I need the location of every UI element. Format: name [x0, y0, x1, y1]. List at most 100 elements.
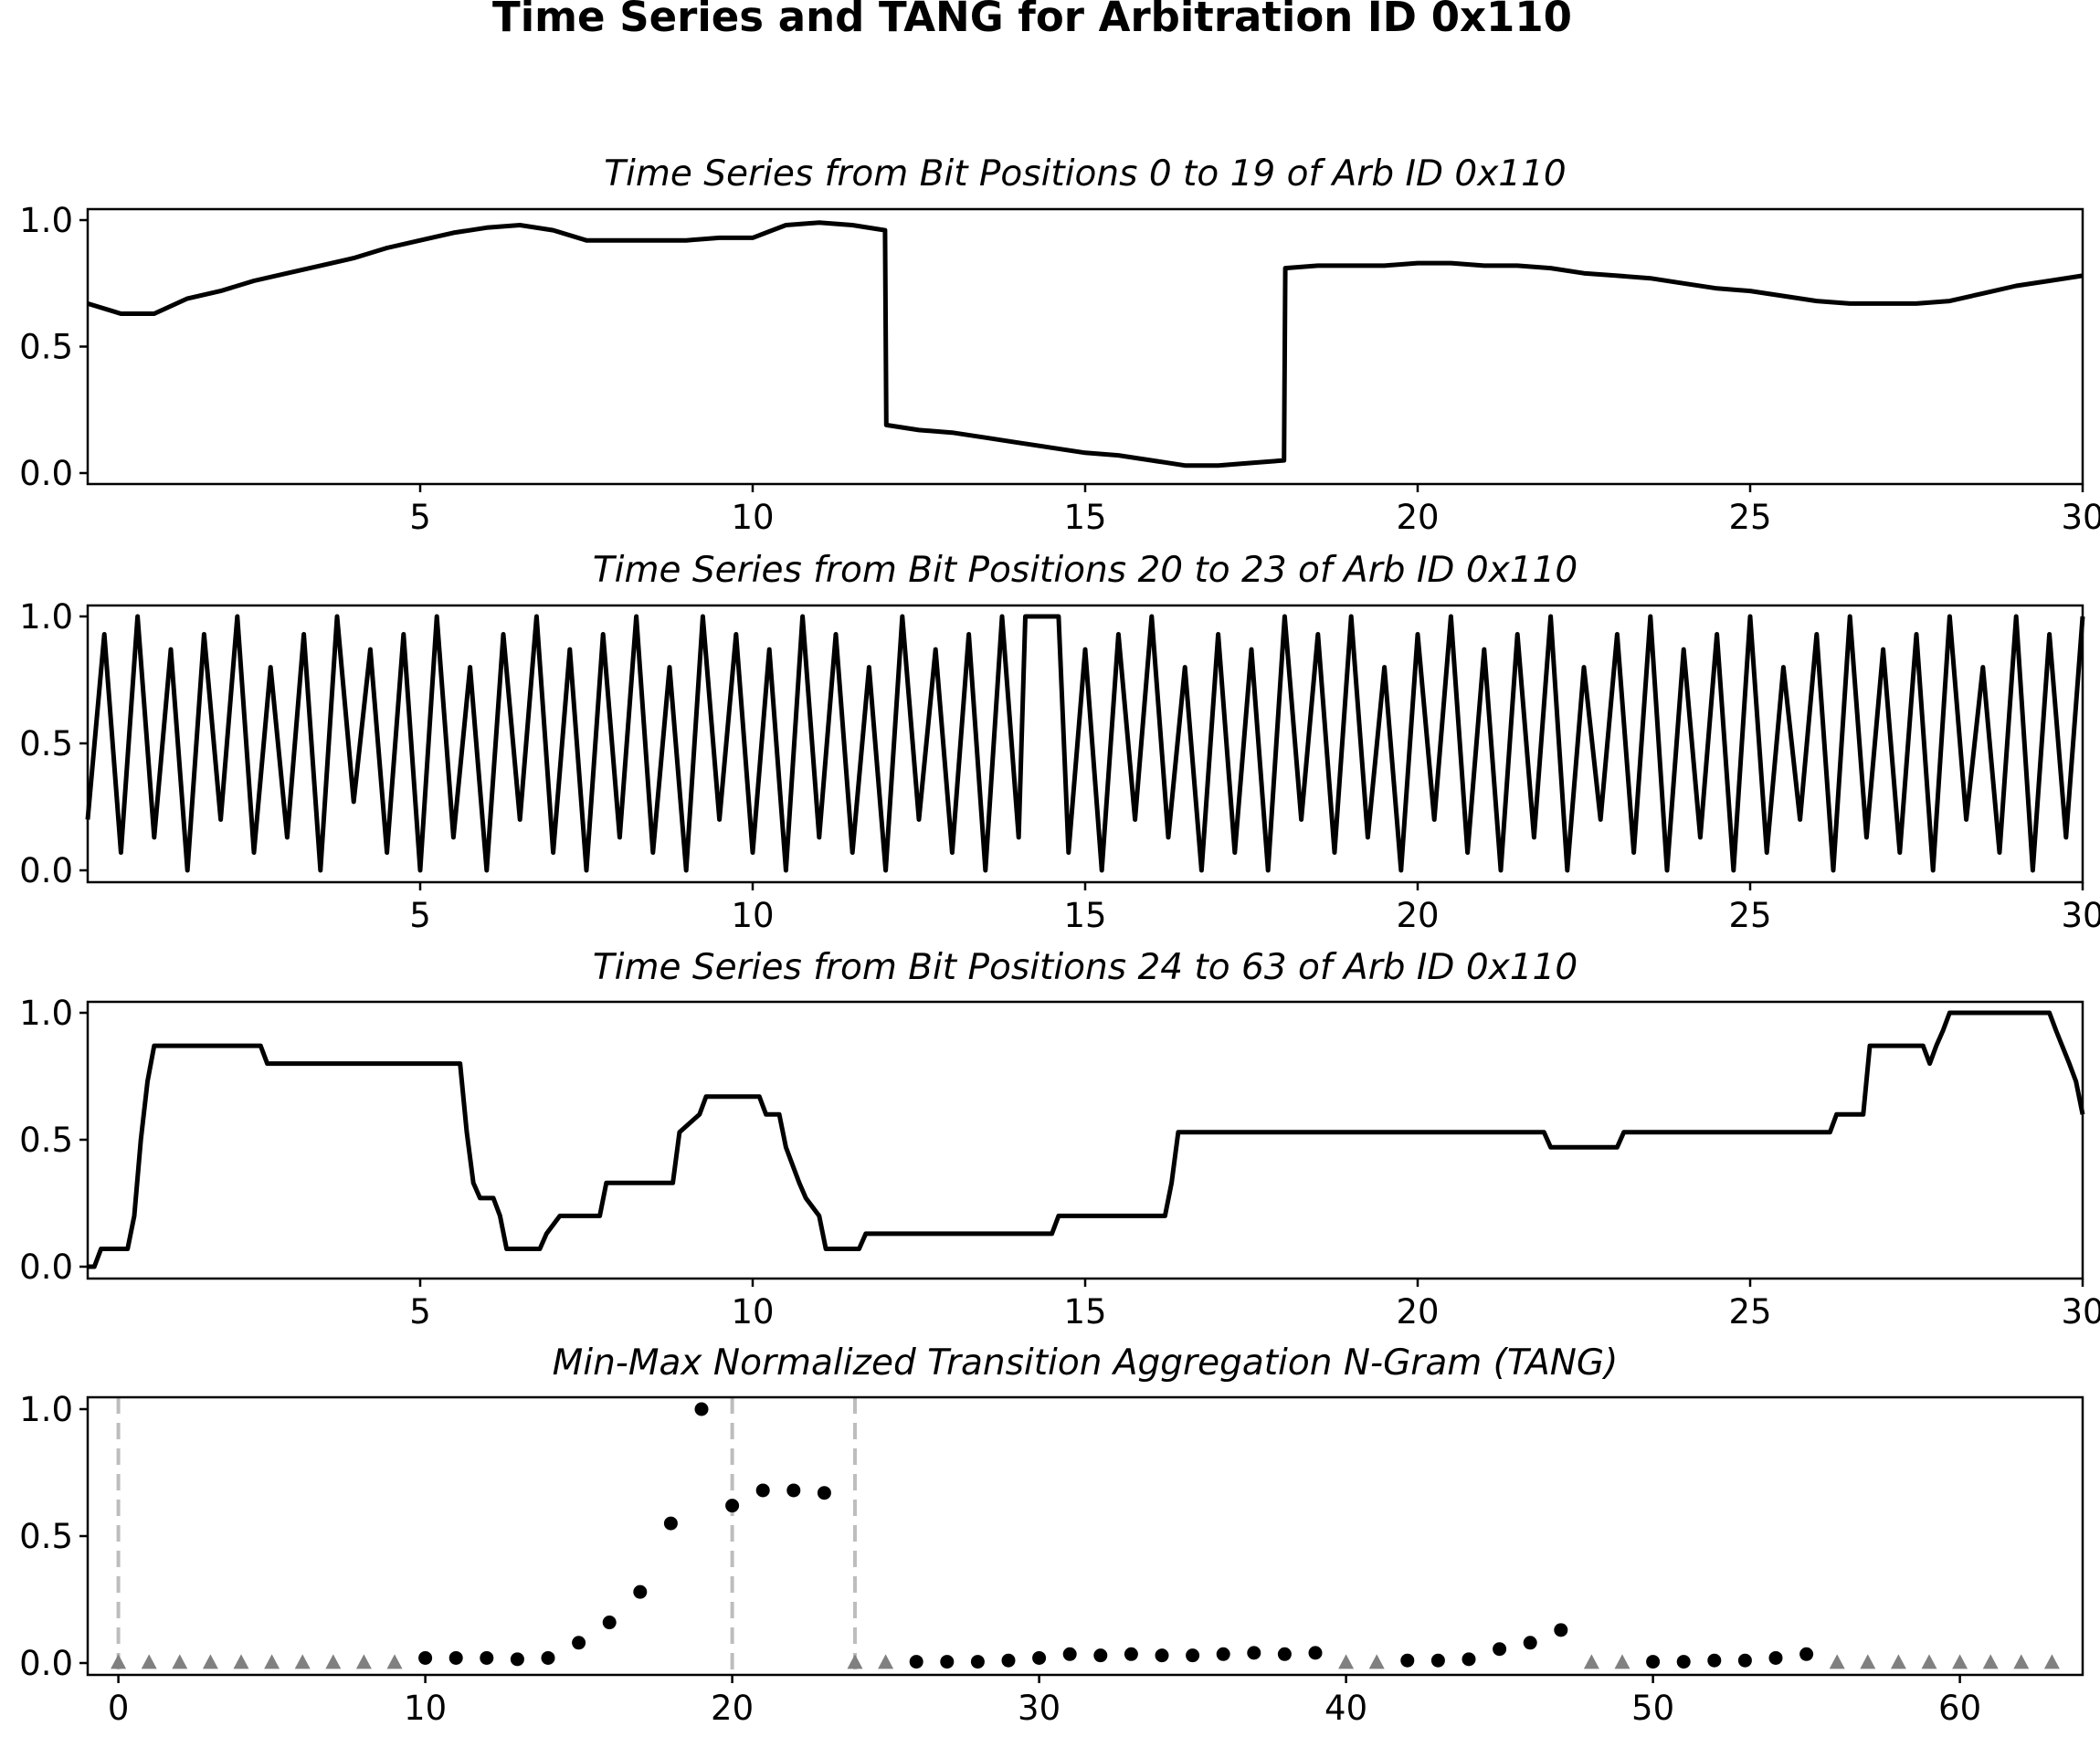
panel-bits-0-19: Time Series from Bit Positions 0 to 19 o… — [19, 153, 2100, 537]
tang-zero-marker — [1583, 1654, 1599, 1669]
tang-point — [694, 1402, 709, 1416]
tang-zero-marker — [1829, 1654, 1845, 1669]
tang-point — [480, 1650, 494, 1665]
tang-zero-marker — [847, 1654, 863, 1669]
tang-zero-marker — [386, 1654, 403, 1669]
tang-point — [725, 1499, 740, 1513]
tang-zero-marker — [141, 1654, 157, 1669]
x-tick-label: 15 — [1063, 896, 1106, 935]
tang-point — [1186, 1648, 1200, 1663]
x-tick-label: 15 — [1063, 1292, 1106, 1332]
tang-point — [1155, 1648, 1169, 1663]
panel-1-title: Time Series from Bit Positions 0 to 19 o… — [604, 153, 1567, 195]
tang-point — [602, 1616, 617, 1630]
tang-point — [1247, 1646, 1261, 1660]
tang-point — [541, 1650, 555, 1665]
tang-point — [1799, 1647, 1814, 1661]
tang-point — [1001, 1653, 1016, 1668]
y-tick-label: 0.5 — [19, 724, 73, 763]
tang-point — [1676, 1655, 1691, 1669]
tang-zero-marker — [1368, 1654, 1385, 1669]
tang-point — [510, 1652, 524, 1667]
axes-frame — [86, 1000, 2084, 1280]
x-tick-label: 20 — [1396, 1292, 1439, 1332]
tang-point — [1493, 1642, 1507, 1657]
tang-point — [755, 1483, 770, 1498]
tang-zero-marker — [1890, 1654, 1906, 1669]
x-tick-label: 20 — [1396, 896, 1439, 935]
series-line — [87, 220, 2084, 468]
tang-zero-marker — [2013, 1654, 2030, 1669]
axes-frame — [86, 207, 2084, 486]
tang-zero-marker — [2043, 1654, 2060, 1669]
tang-zero-marker — [1338, 1654, 1355, 1669]
tang-point — [1737, 1653, 1752, 1668]
tang-zero-marker — [202, 1654, 218, 1669]
y-tick-label: 1.0 — [19, 994, 73, 1033]
tang-point — [1062, 1647, 1077, 1661]
y-tick-label: 0.0 — [19, 1247, 73, 1287]
tang-point — [970, 1655, 985, 1669]
tang-point — [1277, 1647, 1292, 1661]
tang-point — [909, 1655, 923, 1669]
x-tick-label: 5 — [409, 896, 431, 935]
x-tick-label: 50 — [1631, 1689, 1674, 1728]
x-tick-label: 25 — [1728, 1292, 1771, 1332]
tang-point — [1032, 1650, 1047, 1665]
tang-point — [817, 1486, 831, 1500]
tang-zero-marker — [1614, 1654, 1630, 1669]
x-tick-label: 5 — [409, 1292, 431, 1332]
y-tick-label: 1.0 — [19, 201, 73, 240]
y-tick-label: 0.0 — [19, 454, 73, 493]
x-tick-label: 60 — [1938, 1689, 1981, 1728]
tang-point — [1646, 1655, 1661, 1669]
tang-zero-marker — [325, 1654, 342, 1669]
series-line — [88, 1010, 2085, 1269]
tang-zero-marker — [264, 1654, 280, 1669]
x-tick-label: 20 — [1396, 498, 1439, 537]
panel-4-title: Min-Max Normalized Transition Aggregatio… — [553, 1342, 1619, 1384]
tang-point — [572, 1636, 586, 1650]
tang-point — [786, 1483, 801, 1498]
tang-point — [1216, 1647, 1230, 1661]
x-tick-label: 40 — [1324, 1689, 1367, 1728]
x-tick-label: 5 — [409, 498, 431, 537]
y-tick-label: 0.0 — [19, 851, 73, 890]
tang-point — [448, 1650, 463, 1665]
panel-3-title: Time Series from Bit Positions 24 to 63 … — [593, 947, 1578, 988]
x-tick-label: 25 — [1728, 896, 1771, 935]
tang-zero-marker — [294, 1654, 311, 1669]
tang-zero-marker — [111, 1654, 127, 1669]
panel-bits-24-63: Time Series from Bit Positions 24 to 63 … — [19, 947, 2100, 1332]
tang-point — [1523, 1636, 1537, 1650]
tang-point — [1430, 1653, 1445, 1668]
tang-point — [1400, 1653, 1415, 1668]
tang-zero-marker — [172, 1654, 188, 1669]
tang-point — [1124, 1647, 1138, 1661]
panel-tang: Min-Max Normalized Transition Aggregatio… — [19, 1342, 2084, 1728]
tang-point — [418, 1650, 433, 1665]
y-tick-label: 0.5 — [19, 1517, 73, 1556]
x-tick-label: 20 — [711, 1689, 754, 1728]
x-tick-label: 30 — [2061, 498, 2100, 537]
tang-point — [663, 1516, 678, 1531]
tang-point — [1093, 1648, 1108, 1663]
panel-2-title: Time Series from Bit Positions 20 to 23 … — [593, 550, 1578, 591]
x-tick-label: 30 — [2061, 1292, 2100, 1332]
tang-zero-marker — [355, 1654, 372, 1669]
tang-zero-marker — [878, 1654, 894, 1669]
x-tick-label: 10 — [404, 1689, 447, 1728]
series-line — [85, 614, 2085, 873]
tang-point — [1308, 1646, 1323, 1660]
tang-point — [1707, 1653, 1722, 1668]
y-tick-label: 0.5 — [19, 328, 73, 367]
tang-zero-marker — [1952, 1654, 1968, 1669]
x-tick-label: 10 — [731, 896, 774, 935]
x-tick-label: 0 — [108, 1689, 130, 1728]
x-tick-label: 30 — [1018, 1689, 1061, 1728]
tang-point — [633, 1584, 648, 1599]
x-tick-label: 15 — [1063, 498, 1106, 537]
tang-zero-marker — [1982, 1654, 1999, 1669]
x-tick-label: 30 — [2061, 896, 2100, 935]
